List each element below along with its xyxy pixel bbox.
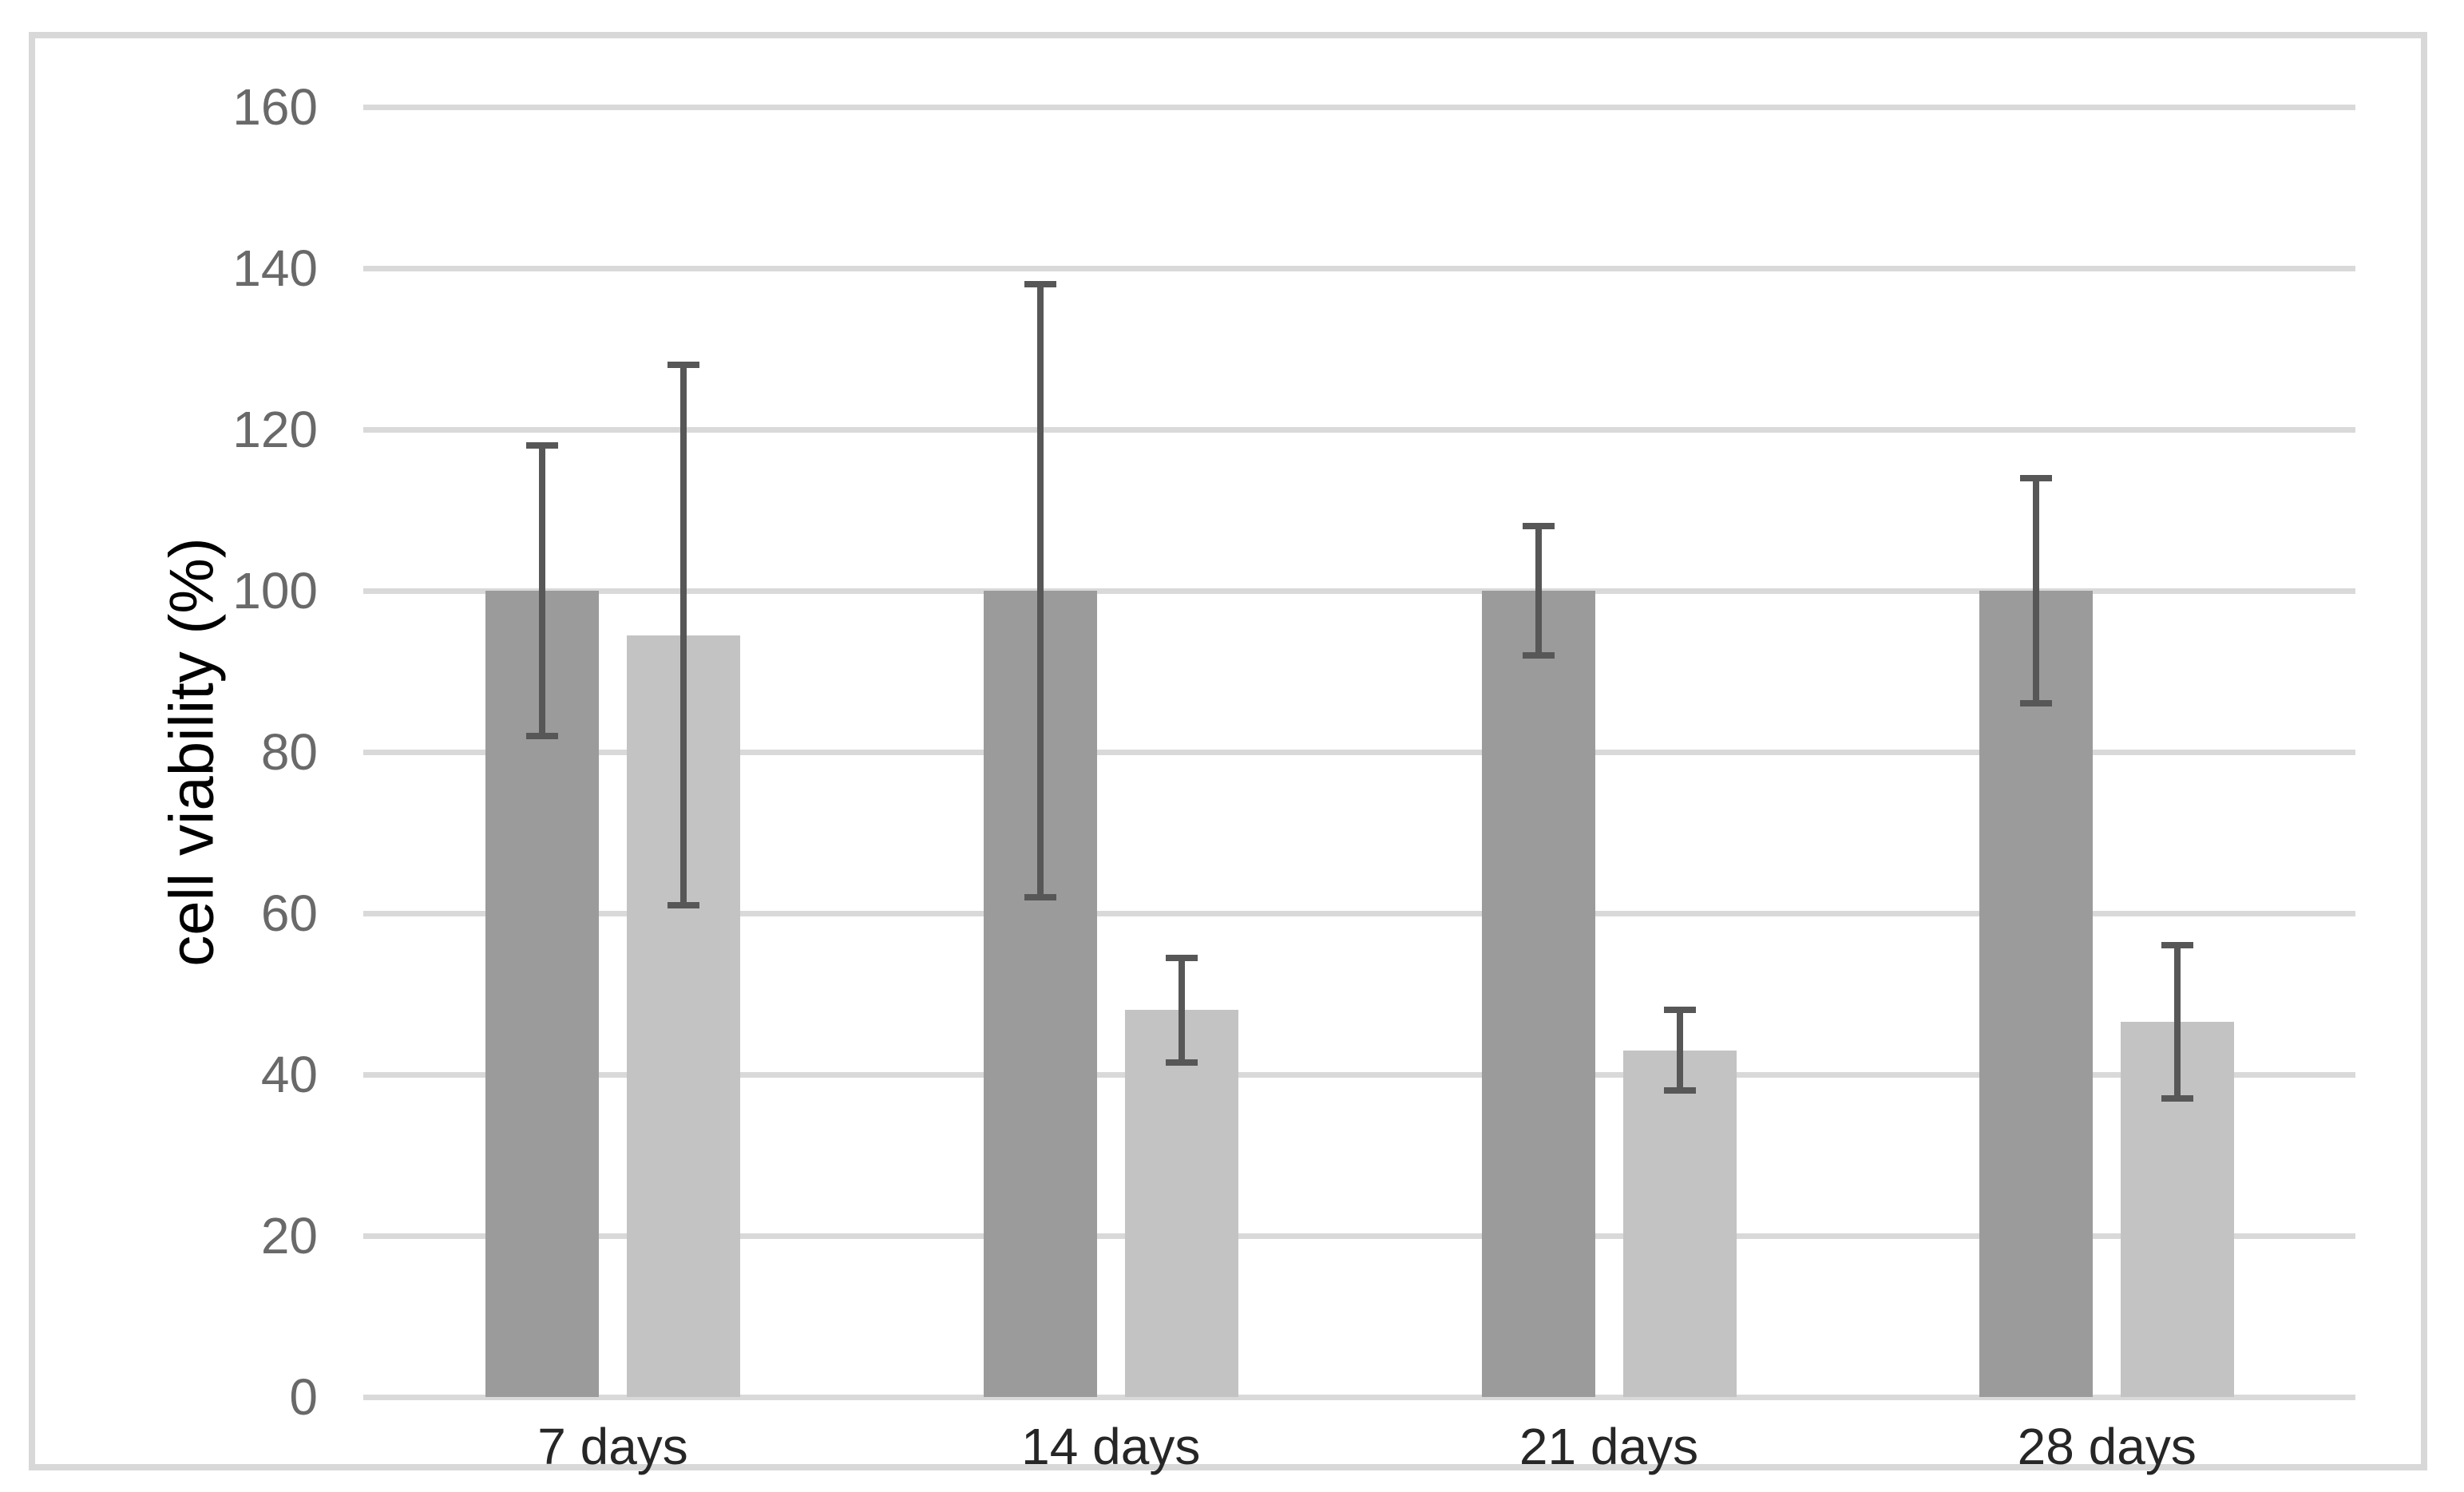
gridline-40 — [363, 1071, 2355, 1078]
y-tick-label-140: 140 — [232, 239, 318, 297]
gridline-120 — [363, 426, 2355, 433]
bar-light-gray-bars-14-days — [1124, 1010, 1238, 1397]
error-bar-cap-top-light-gray-bars-28-days — [2161, 942, 2194, 949]
y-tick-label-120: 120 — [232, 401, 318, 458]
error-bar-line-light-gray-bars-7-days — [680, 365, 687, 905]
error-bar-cap-bottom-light-gray-bars-28-days — [2161, 1095, 2194, 1102]
chart-frame — [29, 32, 2427, 1470]
error-bar-cap-bottom-dark-gray-bars-21-days — [1522, 651, 1555, 659]
gridline-140 — [363, 265, 2355, 271]
x-category-label-14-days: 14 days — [1021, 1418, 1201, 1475]
gridline-100 — [363, 588, 2355, 594]
error-bar-cap-top-dark-gray-bars-21-days — [1522, 523, 1555, 530]
error-bar-cap-bottom-dark-gray-bars-7-days — [526, 732, 558, 739]
bar-light-gray-bars-21-days — [1622, 1050, 1737, 1397]
y-tick-label-0: 0 — [289, 1368, 318, 1426]
y-tick-label-60: 60 — [260, 885, 318, 942]
x-category-label-7-days: 7 days — [537, 1418, 688, 1475]
error-bar-line-light-gray-bars-21-days — [1676, 1010, 1683, 1091]
error-bar-cap-bottom-dark-gray-bars-28-days — [2020, 700, 2053, 707]
error-bar-cap-bottom-light-gray-bars-21-days — [1663, 1087, 1696, 1094]
error-bar-line-dark-gray-bars-7-days — [539, 445, 545, 736]
bar-dark-gray-bars-21-days — [1481, 591, 1595, 1397]
x-axis-line — [363, 1394, 2355, 1400]
gridline-160 — [363, 104, 2355, 110]
gridline-20 — [363, 1233, 2355, 1239]
error-bar-line-light-gray-bars-28-days — [2174, 945, 2181, 1099]
error-bar-line-dark-gray-bars-28-days — [2033, 477, 2040, 704]
error-bar-cap-bottom-dark-gray-bars-14-days — [1024, 893, 1056, 900]
error-bar-line-dark-gray-bars-21-days — [1535, 526, 1542, 655]
error-bar-cap-top-light-gray-bars-14-days — [1165, 954, 1198, 961]
error-bar-cap-bottom-light-gray-bars-7-days — [667, 901, 699, 908]
gridline-80 — [363, 749, 2355, 755]
y-tick-label-100: 100 — [232, 562, 318, 619]
error-bar-cap-top-light-gray-bars-7-days — [667, 362, 699, 369]
y-tick-label-80: 80 — [260, 723, 318, 781]
x-category-label-28-days: 28 days — [2017, 1418, 2197, 1475]
y-tick-label-160: 160 — [232, 78, 318, 136]
error-bar-cap-bottom-light-gray-bars-14-days — [1165, 1059, 1198, 1066]
y-tick-label-40: 40 — [260, 1046, 318, 1103]
bar-dark-gray-bars-28-days — [1979, 591, 2094, 1397]
gridline-60 — [363, 910, 2355, 916]
error-bar-line-dark-gray-bars-14-days — [1036, 284, 1044, 897]
error-bar-cap-top-dark-gray-bars-14-days — [1024, 281, 1056, 288]
error-bar-cap-top-light-gray-bars-21-days — [1663, 1007, 1696, 1014]
error-bar-cap-top-dark-gray-bars-28-days — [2020, 474, 2053, 481]
error-bar-line-light-gray-bars-14-days — [1178, 957, 1185, 1063]
y-tick-label-20: 20 — [260, 1207, 318, 1264]
error-bar-cap-top-dark-gray-bars-7-days — [526, 442, 558, 449]
x-category-label-21-days: 21 days — [1519, 1418, 1699, 1475]
